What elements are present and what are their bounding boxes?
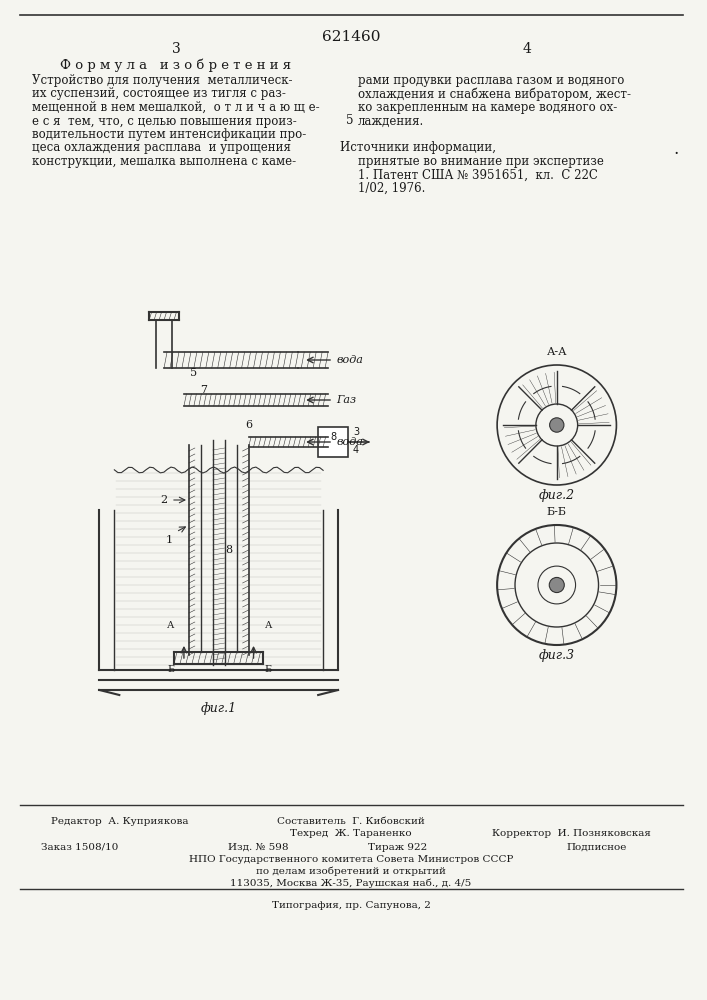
Text: вода: вода bbox=[336, 437, 363, 447]
Text: Подписное: Подписное bbox=[566, 843, 626, 852]
Text: е с я  тем, что, с целью повышения произ-: е с я тем, что, с целью повышения произ- bbox=[32, 114, 296, 127]
Text: 1. Патент США № 3951651,  кл.  С 22С: 1. Патент США № 3951651, кл. С 22С bbox=[358, 168, 598, 182]
Text: их суспензий, состоящее из тигля с раз-: их суспензий, состоящее из тигля с раз- bbox=[32, 88, 286, 101]
Text: 621460: 621460 bbox=[322, 30, 380, 44]
Text: 5: 5 bbox=[346, 114, 354, 127]
Text: конструкции, мешалка выполнена с каме-: конструкции, мешалка выполнена с каме- bbox=[32, 155, 296, 168]
Text: принятые во внимание при экспертизе: принятые во внимание при экспертизе bbox=[358, 155, 604, 168]
Text: 8: 8 bbox=[330, 432, 336, 442]
Text: А-А: А-А bbox=[547, 347, 567, 357]
Text: 3: 3 bbox=[353, 427, 359, 437]
Text: Тираж 922: Тираж 922 bbox=[368, 843, 427, 852]
Text: фиг.2: фиг.2 bbox=[539, 489, 575, 502]
Text: водительности путем интенсификации про-: водительности путем интенсификации про- bbox=[32, 128, 306, 141]
Text: 3: 3 bbox=[172, 42, 180, 56]
Text: мещенной в нем мешалкой,  о т л и ч а ю щ е-: мещенной в нем мешалкой, о т л и ч а ю щ… bbox=[32, 101, 320, 114]
Text: Техред  Ж. Тараненко: Техред Ж. Тараненко bbox=[290, 829, 411, 838]
Text: 7: 7 bbox=[200, 385, 207, 395]
Text: Заказ 1508/10: Заказ 1508/10 bbox=[41, 843, 118, 852]
Text: 1: 1 bbox=[165, 535, 173, 545]
Text: 1/02, 1976.: 1/02, 1976. bbox=[358, 182, 426, 195]
Text: 4: 4 bbox=[522, 42, 532, 56]
Text: Газ: Газ bbox=[336, 395, 356, 405]
Text: фиг.3: фиг.3 bbox=[539, 649, 575, 662]
Circle shape bbox=[549, 577, 564, 593]
Text: лаждения.: лаждения. bbox=[358, 114, 424, 127]
Text: 5: 5 bbox=[190, 368, 197, 378]
Text: А: А bbox=[264, 620, 272, 630]
Text: .: . bbox=[674, 141, 679, 158]
Text: 113035, Москва Ж-35, Раушская наб., д. 4/5: 113035, Москва Ж-35, Раушская наб., д. 4… bbox=[230, 879, 472, 888]
Text: рами продувки расплава газом и водяного: рами продувки расплава газом и водяного bbox=[358, 74, 624, 87]
Text: Устройство для получения  металлическ-: Устройство для получения металлическ- bbox=[32, 74, 292, 87]
Text: Типография, пр. Сапунова, 2: Типография, пр. Сапунова, 2 bbox=[271, 901, 431, 910]
Text: Редактор  А. Куприякова: Редактор А. Куприякова bbox=[51, 817, 188, 826]
Text: Изд. № 598: Изд. № 598 bbox=[228, 843, 288, 852]
Circle shape bbox=[549, 418, 564, 432]
Text: 8: 8 bbox=[225, 545, 232, 555]
Text: ко закрепленным на камере водяного ох-: ко закрепленным на камере водяного ох- bbox=[358, 101, 617, 114]
Text: 2: 2 bbox=[160, 495, 168, 505]
Text: фиг.1: фиг.1 bbox=[201, 702, 237, 715]
Text: 6: 6 bbox=[245, 420, 252, 430]
Bar bbox=[318, 427, 348, 457]
Text: Ф о р м у л а   и з о б р е т е н и я: Ф о р м у л а и з о б р е т е н и я bbox=[60, 58, 291, 72]
Text: по делам изобретений и открытий: по делам изобретений и открытий bbox=[256, 867, 446, 876]
Text: Б-Б: Б-Б bbox=[547, 507, 567, 517]
Text: Б: Б bbox=[265, 666, 272, 674]
Text: Корректор  И. Позняковская: Корректор И. Позняковская bbox=[492, 829, 651, 838]
Text: 4: 4 bbox=[353, 445, 359, 455]
Text: А: А bbox=[168, 620, 175, 630]
Text: вода: вода bbox=[336, 355, 363, 365]
Text: Составитель  Г. Кибовский: Составитель Г. Кибовский bbox=[277, 817, 425, 826]
Text: Источники информации,: Источники информации, bbox=[339, 141, 496, 154]
Text: Б: Б bbox=[168, 666, 175, 674]
Text: цеса охлаждения расплава  и упрощения: цеса охлаждения расплава и упрощения bbox=[32, 141, 291, 154]
Text: НПО Государственного комитета Совета Министров СССР: НПО Государственного комитета Совета Мин… bbox=[189, 855, 513, 864]
Text: охлаждения и снабжена вибратором, жест-: охлаждения и снабжена вибратором, жест- bbox=[358, 88, 631, 101]
